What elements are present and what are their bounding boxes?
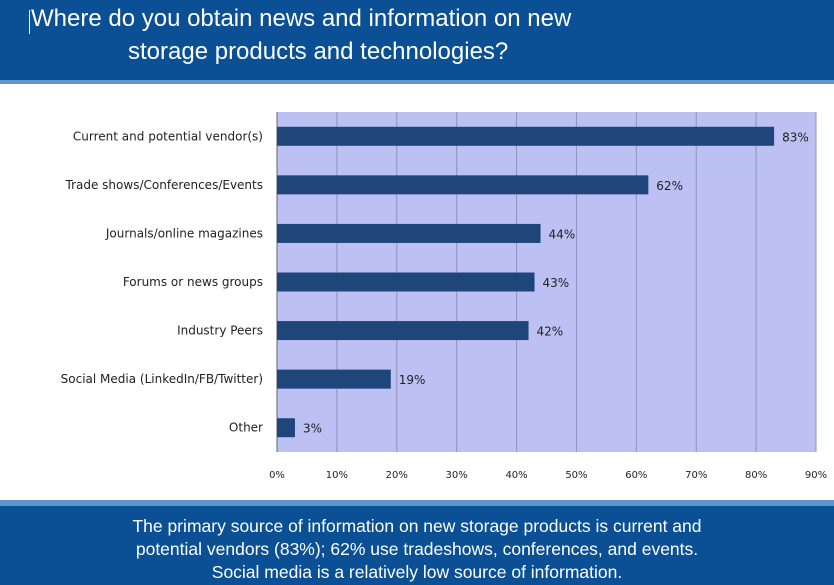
chart-area: Current and potential vendor(s) Trade sho… (0, 84, 834, 500)
slide-title: Where do you obtain news and information… (31, 2, 811, 68)
category-label: Trade shows/Conferences/Events (65, 178, 263, 192)
category-label: Current and potential vendor(s) (73, 129, 263, 143)
text-cursor (29, 10, 30, 34)
category-label: Industry Peers (177, 324, 263, 338)
category-labels: Current and potential vendor(s) Trade sho… (61, 129, 263, 434)
bar (277, 175, 649, 195)
x-tick-label: 80% (745, 470, 767, 481)
bar (277, 126, 775, 146)
x-tick-label: 70% (685, 470, 707, 481)
x-tick-label: 30% (446, 470, 468, 481)
category-label: Journals/online magazines (105, 226, 263, 240)
caption-line-3: Social media is a relatively low source … (211, 562, 623, 582)
value-label: 19% (399, 373, 426, 387)
value-label: 44% (549, 227, 576, 241)
x-tick-label: 60% (625, 470, 647, 481)
value-labels: 83% 62% 44% 43% 42% 19% 3% (303, 130, 809, 435)
category-label: Forums or news groups (123, 275, 263, 289)
value-label: 62% (656, 179, 683, 193)
value-label: 43% (543, 276, 570, 290)
x-tick-label: 40% (505, 470, 527, 481)
title-line-2: storage products and technologies? (128, 38, 509, 65)
caption-line-1: The primary source of information on new… (132, 516, 702, 536)
x-tick-label: 90% (805, 470, 827, 481)
value-label: 3% (303, 422, 322, 436)
category-label: Other (229, 421, 263, 435)
value-label: 42% (537, 325, 564, 339)
x-tick-label: 0% (269, 470, 285, 481)
footer-accent-stripe (0, 500, 834, 506)
x-axis-tick-labels: 0% 10% 20% 30% 40% 50% 60% 70% 80% 90% (269, 470, 827, 481)
bar (277, 321, 529, 341)
x-tick-label: 10% (326, 470, 348, 481)
bars (277, 126, 775, 438)
bar (277, 272, 535, 292)
bar (277, 369, 391, 389)
value-label: 83% (782, 130, 809, 144)
caption-line-2: potential vendors (83%); 62% use tradesh… (135, 539, 699, 559)
bar-chart: Current and potential vendor(s) Trade sho… (61, 112, 827, 481)
gridlines (276, 112, 817, 452)
bar (277, 223, 541, 243)
x-tick-label: 20% (386, 470, 408, 481)
summary-caption: The primary source of information on new… (40, 515, 794, 584)
title-line-1: Where do you obtain news and information… (31, 5, 572, 32)
caption-banner: The primary source of information on new… (0, 506, 834, 585)
title-banner: Where do you obtain news and information… (0, 0, 834, 80)
bar (277, 418, 295, 438)
x-tick-label: 50% (565, 470, 587, 481)
category-label: Social Media (LinkedIn/FB/Twitter) (61, 372, 263, 386)
title-accent-stripe (0, 80, 834, 84)
